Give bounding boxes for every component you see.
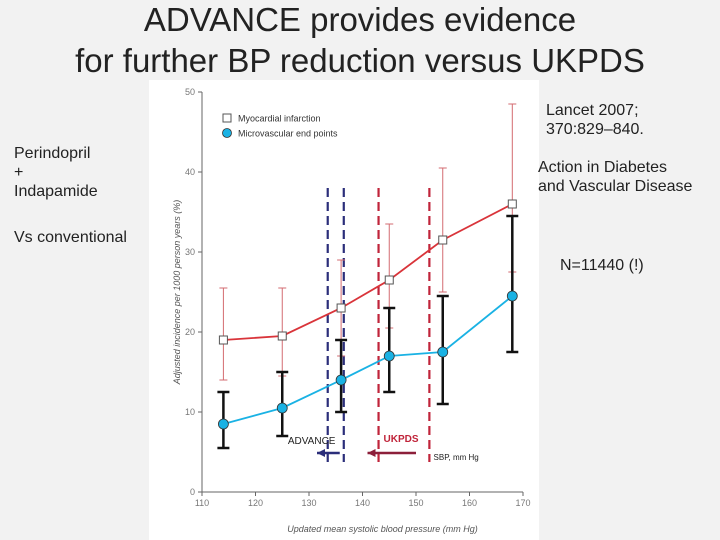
point-s1-p4 bbox=[437, 346, 449, 358]
point-s1-p1 bbox=[276, 402, 288, 414]
point-s0-p5 bbox=[507, 199, 517, 209]
series-line-0 bbox=[223, 203, 513, 341]
point-s0-p1 bbox=[277, 331, 287, 341]
point-s1-p0 bbox=[217, 418, 229, 430]
ukpds-label: UKPDS bbox=[384, 434, 419, 445]
y-tick-label-10: 10 bbox=[185, 407, 195, 417]
reference-line-2: 370:829–840. bbox=[546, 121, 644, 138]
y-tick-label-0: 0 bbox=[190, 487, 195, 497]
trial-name: Action in Diabetes and Vascular Disease bbox=[538, 158, 692, 196]
treatment-plus: + bbox=[14, 164, 24, 181]
point-s0-p2 bbox=[336, 303, 346, 313]
series-line-1 bbox=[223, 295, 513, 425]
point-s0-p3 bbox=[384, 275, 394, 285]
x-axis-label: Updated mean systolic blood pressure (mm… bbox=[287, 524, 478, 534]
ukpds-arrow-head bbox=[367, 449, 376, 457]
point-s0-p0 bbox=[218, 335, 228, 345]
point-s1-p3 bbox=[383, 350, 395, 362]
treatment-drug-1: Perindopril bbox=[14, 145, 91, 162]
reference-citation: Lancet 2007; 370:829–840. bbox=[546, 101, 644, 139]
treatment-label: Perindopril + Indapamide bbox=[14, 144, 98, 201]
slide-title-line-1: ADVANCE provides evidence bbox=[143, 1, 577, 38]
legend-marker-1 bbox=[222, 128, 232, 138]
x-tick-label-120: 120 bbox=[248, 498, 263, 508]
reference-line-1: Lancet 2007; bbox=[546, 102, 639, 119]
sbp-label: SBP, mm Hg bbox=[434, 453, 479, 462]
slide-title-line-2: for further BP reduction versus UKPDS bbox=[75, 42, 645, 79]
legend-marker-0 bbox=[222, 113, 232, 123]
x-tick-label-110: 110 bbox=[195, 498, 209, 508]
legend-label-0: Myocardial infarction bbox=[238, 114, 321, 124]
x-tick-label-150: 150 bbox=[408, 498, 423, 508]
legend-label-1: Microvascular end points bbox=[238, 129, 338, 139]
x-tick-label-160: 160 bbox=[462, 498, 477, 508]
sample-size: N=11440 (!) bbox=[560, 257, 644, 274]
treatment-drug-2: Indapamide bbox=[14, 183, 98, 200]
advance-arrow-head bbox=[317, 449, 325, 457]
trial-name-line-2: and Vascular Disease bbox=[538, 178, 693, 195]
y-axis-label: Adjusted incidence per 1000 person years… bbox=[172, 200, 182, 386]
x-tick-label-130: 130 bbox=[301, 498, 316, 508]
y-tick-label-40: 40 bbox=[185, 167, 195, 177]
x-tick-label-170: 170 bbox=[515, 498, 530, 508]
point-s1-p5 bbox=[506, 290, 518, 302]
comparator-label: Vs conventional bbox=[14, 229, 127, 246]
x-tick-label-140: 140 bbox=[355, 498, 370, 508]
y-tick-label-30: 30 bbox=[185, 247, 195, 257]
point-s0-p4 bbox=[438, 235, 448, 245]
y-tick-label-50: 50 bbox=[185, 87, 195, 97]
point-s1-p2 bbox=[335, 374, 347, 386]
y-tick-label-20: 20 bbox=[185, 327, 195, 337]
advance-label: ADVANCE bbox=[288, 436, 336, 447]
trial-name-line-1: Action in Diabetes bbox=[538, 159, 667, 176]
